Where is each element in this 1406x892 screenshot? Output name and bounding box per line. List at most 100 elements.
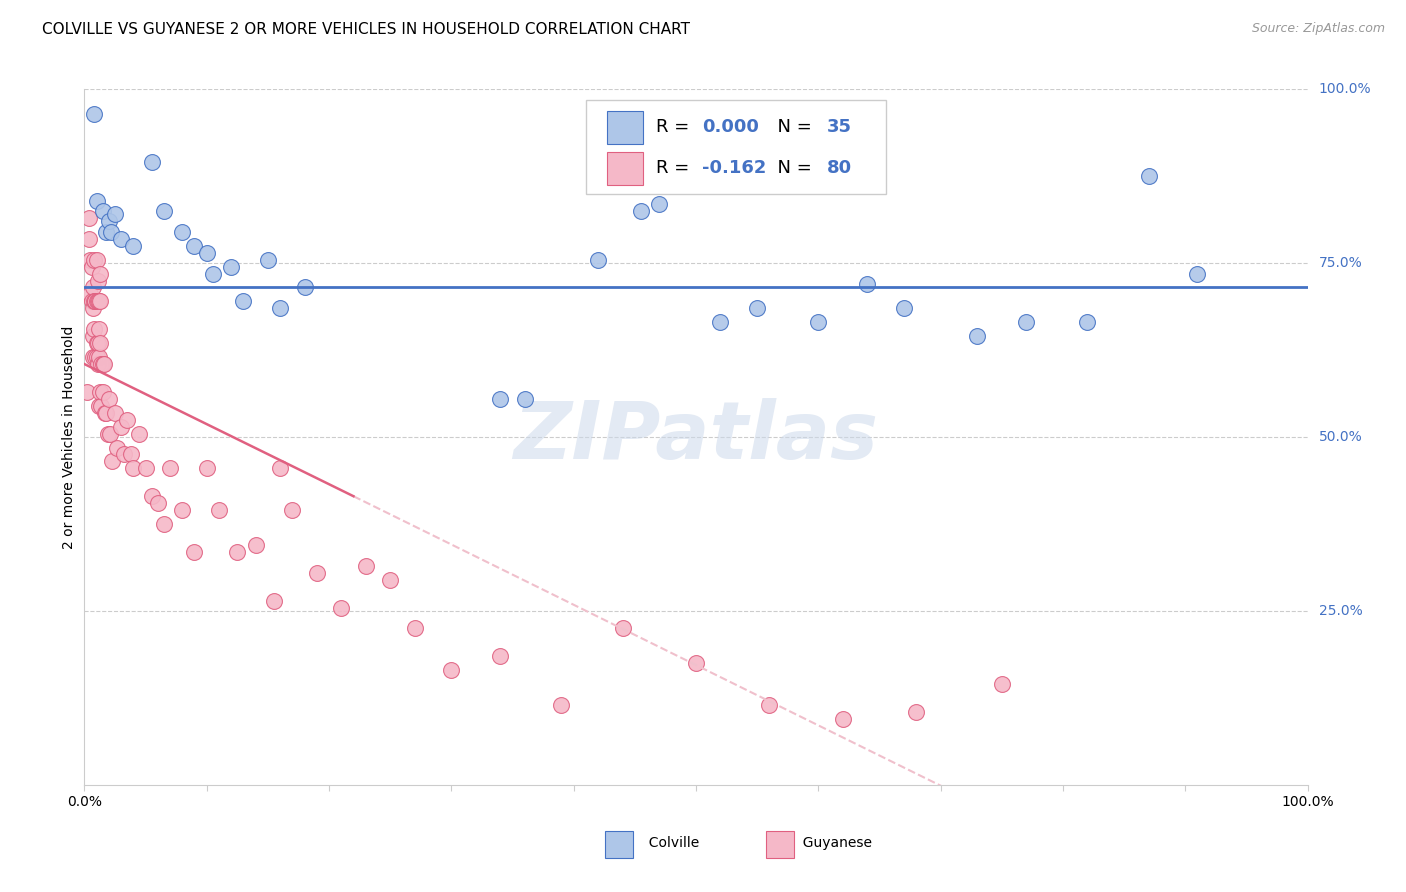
Point xyxy=(105,441,128,455)
Point xyxy=(90,357,112,371)
Point xyxy=(330,600,353,615)
Point xyxy=(856,277,879,291)
Point xyxy=(183,238,205,253)
Point xyxy=(89,384,111,399)
Text: Colville: Colville xyxy=(640,836,699,850)
Point xyxy=(404,621,426,635)
Point xyxy=(128,426,150,441)
Point xyxy=(257,252,280,267)
Point xyxy=(97,392,120,406)
Point xyxy=(87,273,110,287)
Point xyxy=(905,705,928,719)
Point xyxy=(97,426,120,441)
Point xyxy=(89,294,111,309)
Point xyxy=(84,294,107,309)
Point xyxy=(77,232,100,246)
Point xyxy=(82,280,104,294)
Point xyxy=(966,329,988,343)
Point xyxy=(1137,169,1160,184)
Point xyxy=(83,322,105,336)
Text: 75.0%: 75.0% xyxy=(1319,256,1362,270)
Point xyxy=(269,301,291,316)
Text: 80: 80 xyxy=(827,160,852,178)
Point xyxy=(87,399,110,413)
Point xyxy=(83,294,105,309)
Point xyxy=(269,461,291,475)
Point xyxy=(86,350,108,364)
Point xyxy=(489,392,512,406)
Text: Source: ZipAtlas.com: Source: ZipAtlas.com xyxy=(1251,22,1385,36)
Point xyxy=(489,649,512,664)
Point xyxy=(747,301,769,316)
Point xyxy=(141,489,163,503)
Text: 25.0%: 25.0% xyxy=(1319,604,1362,618)
Text: 35: 35 xyxy=(827,119,852,136)
Point xyxy=(281,503,304,517)
Point xyxy=(79,252,101,267)
Point xyxy=(80,260,103,274)
Point xyxy=(90,399,112,413)
Y-axis label: 2 or more Vehicles in Household: 2 or more Vehicles in Household xyxy=(62,326,76,549)
Point xyxy=(86,336,108,351)
Point xyxy=(91,357,114,371)
Point xyxy=(153,203,176,218)
Point xyxy=(97,214,120,228)
Text: Guyanese: Guyanese xyxy=(794,836,872,850)
Point xyxy=(122,461,145,475)
Point xyxy=(104,406,127,420)
Point xyxy=(263,593,285,607)
Point xyxy=(195,461,218,475)
Point xyxy=(120,447,142,462)
Point xyxy=(87,294,110,309)
Point xyxy=(294,280,316,294)
Point xyxy=(159,461,181,475)
Point xyxy=(87,322,110,336)
Point xyxy=(201,267,224,281)
Point xyxy=(831,712,853,726)
Point xyxy=(82,350,104,364)
Text: 50.0%: 50.0% xyxy=(1319,430,1362,444)
Point xyxy=(86,194,108,208)
Point xyxy=(305,566,328,580)
Point xyxy=(219,260,242,274)
Point xyxy=(513,392,536,406)
Point xyxy=(612,621,634,635)
Point xyxy=(586,252,609,267)
Point xyxy=(440,663,463,677)
Point xyxy=(89,336,111,351)
Point xyxy=(104,207,127,221)
Text: 0.000: 0.000 xyxy=(702,119,759,136)
Point xyxy=(83,252,105,267)
FancyBboxPatch shape xyxy=(586,100,886,194)
Text: COLVILLE VS GUYANESE 2 OR MORE VEHICLES IN HOUSEHOLD CORRELATION CHART: COLVILLE VS GUYANESE 2 OR MORE VEHICLES … xyxy=(42,22,690,37)
Point xyxy=(709,315,731,329)
Point xyxy=(630,203,652,218)
Point xyxy=(84,350,107,364)
Point xyxy=(172,225,194,239)
Point xyxy=(1015,315,1038,329)
Point xyxy=(96,225,118,239)
FancyBboxPatch shape xyxy=(606,152,644,185)
Point xyxy=(76,384,98,399)
Point xyxy=(990,677,1012,691)
Point xyxy=(80,294,103,309)
Text: ZIPatlas: ZIPatlas xyxy=(513,398,879,476)
Point xyxy=(226,545,249,559)
Point xyxy=(91,203,114,218)
Point xyxy=(77,211,100,225)
Text: 100.0%: 100.0% xyxy=(1319,82,1371,96)
Point xyxy=(146,496,169,510)
Point xyxy=(195,245,218,260)
Point xyxy=(807,315,830,329)
Point xyxy=(183,545,205,559)
Point xyxy=(110,232,132,246)
Point xyxy=(86,252,108,267)
Point xyxy=(87,336,110,351)
Point xyxy=(172,503,194,517)
Point xyxy=(94,406,117,420)
Text: N =: N = xyxy=(766,160,817,178)
Point xyxy=(122,238,145,253)
Point xyxy=(82,301,104,316)
Point xyxy=(141,155,163,169)
Point xyxy=(1187,267,1209,281)
